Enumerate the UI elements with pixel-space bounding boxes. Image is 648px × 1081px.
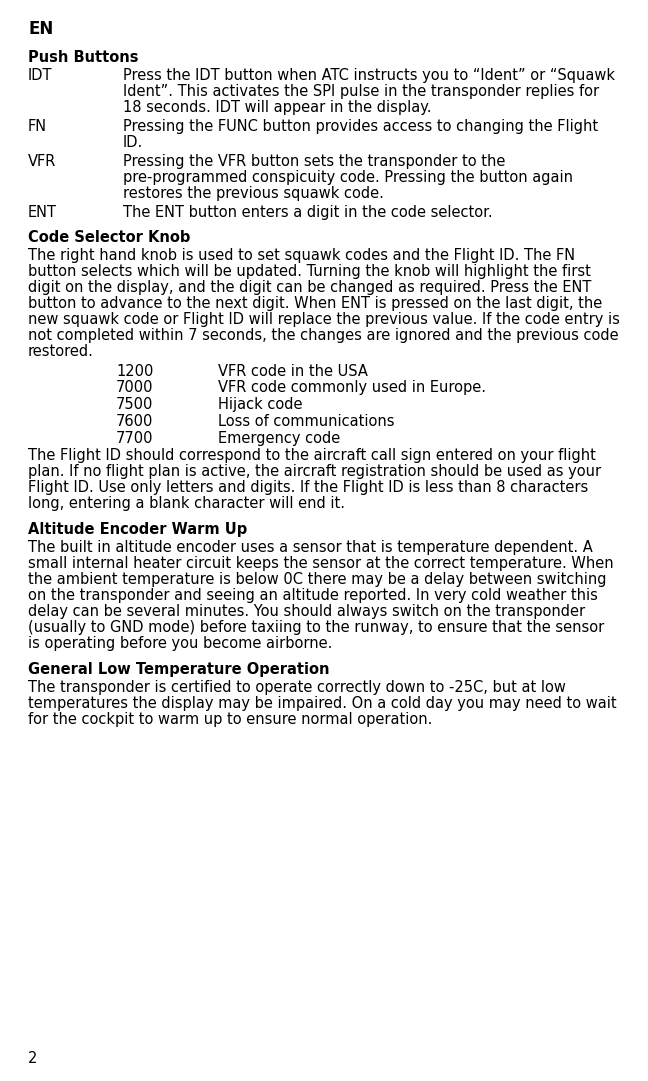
Text: VFR: VFR xyxy=(28,154,56,169)
Text: pre-programmed conspicuity code. Pressing the button again: pre-programmed conspicuity code. Pressin… xyxy=(123,170,573,185)
Text: the ambient temperature is below 0C there may be a delay between switching: the ambient temperature is below 0C ther… xyxy=(28,572,607,587)
Text: restores the previous squawk code.: restores the previous squawk code. xyxy=(123,186,384,201)
Text: Emergency code: Emergency code xyxy=(218,431,340,446)
Text: Hijack code: Hijack code xyxy=(218,398,303,413)
Text: 7700: 7700 xyxy=(116,431,154,446)
Text: 1200: 1200 xyxy=(116,363,154,378)
Text: 2: 2 xyxy=(28,1051,38,1066)
Text: plan. If no flight plan is active, the aircraft registration should be used as y: plan. If no flight plan is active, the a… xyxy=(28,464,601,479)
Text: on the transponder and seeing an altitude reported. In very cold weather this: on the transponder and seeing an altitud… xyxy=(28,588,598,603)
Text: digit on the display, and the digit can be changed as required. Press the ENT: digit on the display, and the digit can … xyxy=(28,280,592,295)
Text: 7600: 7600 xyxy=(116,414,154,429)
Text: Code Selector Knob: Code Selector Knob xyxy=(28,230,191,244)
Text: is operating before you become airborne.: is operating before you become airborne. xyxy=(28,636,332,651)
Text: The Flight ID should correspond to the aircraft call sign entered on your flight: The Flight ID should correspond to the a… xyxy=(28,449,596,464)
Text: General Low Temperature Operation: General Low Temperature Operation xyxy=(28,662,329,677)
Text: IDT: IDT xyxy=(28,68,52,83)
Text: Loss of communications: Loss of communications xyxy=(218,414,395,429)
Text: Flight ID. Use only letters and digits. If the Flight ID is less than 8 characte: Flight ID. Use only letters and digits. … xyxy=(28,480,588,495)
Text: ENT: ENT xyxy=(28,205,57,219)
Text: restored.: restored. xyxy=(28,344,94,359)
Text: Pressing the FUNC button provides access to changing the Flight: Pressing the FUNC button provides access… xyxy=(123,119,598,134)
Text: 7500: 7500 xyxy=(116,398,154,413)
Text: Pressing the VFR button sets the transponder to the: Pressing the VFR button sets the transpo… xyxy=(123,154,505,169)
Text: temperatures the display may be impaired. On a cold day you may need to wait: temperatures the display may be impaired… xyxy=(28,696,617,711)
Text: The built in altitude encoder uses a sensor that is temperature dependent. A: The built in altitude encoder uses a sen… xyxy=(28,540,593,556)
Text: Ident”. This activates the SPI pulse in the transponder replies for: Ident”. This activates the SPI pulse in … xyxy=(123,84,599,99)
Text: not completed within 7 seconds, the changes are ignored and the previous code: not completed within 7 seconds, the chan… xyxy=(28,328,619,343)
Text: Altitude Encoder Warm Up: Altitude Encoder Warm Up xyxy=(28,522,248,537)
Text: 18 seconds. IDT will appear in the display.: 18 seconds. IDT will appear in the displ… xyxy=(123,101,432,115)
Text: Press the IDT button when ATC instructs you to “Ident” or “Squawk: Press the IDT button when ATC instructs … xyxy=(123,68,615,83)
Text: The ENT button enters a digit in the code selector.: The ENT button enters a digit in the cod… xyxy=(123,205,492,219)
Text: The transponder is certified to operate correctly down to -25C, but at low: The transponder is certified to operate … xyxy=(28,680,566,695)
Text: small internal heater circuit keeps the sensor at the correct temperature. When: small internal heater circuit keeps the … xyxy=(28,556,614,571)
Text: button selects which will be updated. Turning the knob will highlight the first: button selects which will be updated. Tu… xyxy=(28,264,591,279)
Text: FN: FN xyxy=(28,119,47,134)
Text: EN: EN xyxy=(28,21,53,38)
Text: Push Buttons: Push Buttons xyxy=(28,50,139,65)
Text: long, entering a blank character will end it.: long, entering a blank character will en… xyxy=(28,496,345,511)
Text: The right hand knob is used to set squawk codes and the Flight ID. The FN: The right hand knob is used to set squaw… xyxy=(28,248,575,263)
Text: delay can be several minutes. You should always switch on the transponder: delay can be several minutes. You should… xyxy=(28,604,585,619)
Text: ID.: ID. xyxy=(123,135,143,150)
Text: 7000: 7000 xyxy=(116,381,154,396)
Text: VFR code commonly used in Europe.: VFR code commonly used in Europe. xyxy=(218,381,486,396)
Text: for the cockpit to warm up to ensure normal operation.: for the cockpit to warm up to ensure nor… xyxy=(28,711,432,726)
Text: button to advance to the next digit. When ENT is pressed on the last digit, the: button to advance to the next digit. Whe… xyxy=(28,296,602,310)
Text: (usually to GND mode) before taxiing to the runway, to ensure that the sensor: (usually to GND mode) before taxiing to … xyxy=(28,619,604,635)
Text: VFR code in the USA: VFR code in the USA xyxy=(218,363,368,378)
Text: new squawk code or Flight ID will replace the previous value. If the code entry : new squawk code or Flight ID will replac… xyxy=(28,311,620,326)
